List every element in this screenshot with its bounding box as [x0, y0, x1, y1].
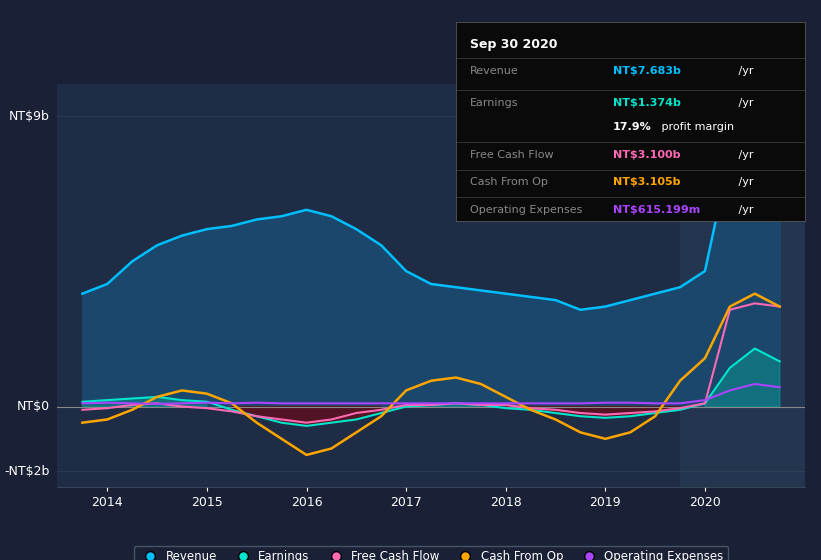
Text: NT$3.105b: NT$3.105b	[612, 178, 680, 188]
Text: /yr: /yr	[735, 206, 754, 215]
Text: NT$1.374b: NT$1.374b	[612, 98, 681, 108]
Bar	[680, 84, 805, 487]
Text: NT$0: NT$0	[17, 400, 50, 413]
Text: Free Cash Flow: Free Cash Flow	[470, 150, 553, 160]
Legend: Revenue, Earnings, Free Cash Flow, Cash From Op, Operating Expenses: Revenue, Earnings, Free Cash Flow, Cash …	[134, 545, 728, 560]
Text: Operating Expenses: Operating Expenses	[470, 206, 582, 215]
Text: /yr: /yr	[735, 98, 754, 108]
Text: /yr: /yr	[735, 178, 754, 188]
Text: /yr: /yr	[735, 66, 754, 76]
Text: Earnings: Earnings	[470, 98, 518, 108]
Text: NT$9b: NT$9b	[9, 110, 50, 123]
Text: NT$7.683b: NT$7.683b	[612, 66, 681, 76]
Text: -NT$2b: -NT$2b	[5, 465, 50, 478]
Text: Sep 30 2020: Sep 30 2020	[470, 38, 557, 52]
Text: Revenue: Revenue	[470, 66, 518, 76]
Text: NT$615.199m: NT$615.199m	[612, 206, 700, 215]
Text: NT$3.100b: NT$3.100b	[612, 150, 680, 160]
Text: Cash From Op: Cash From Op	[470, 178, 548, 188]
Text: 17.9%: 17.9%	[612, 122, 651, 132]
Text: profit margin: profit margin	[658, 122, 734, 132]
Text: /yr: /yr	[735, 150, 754, 160]
